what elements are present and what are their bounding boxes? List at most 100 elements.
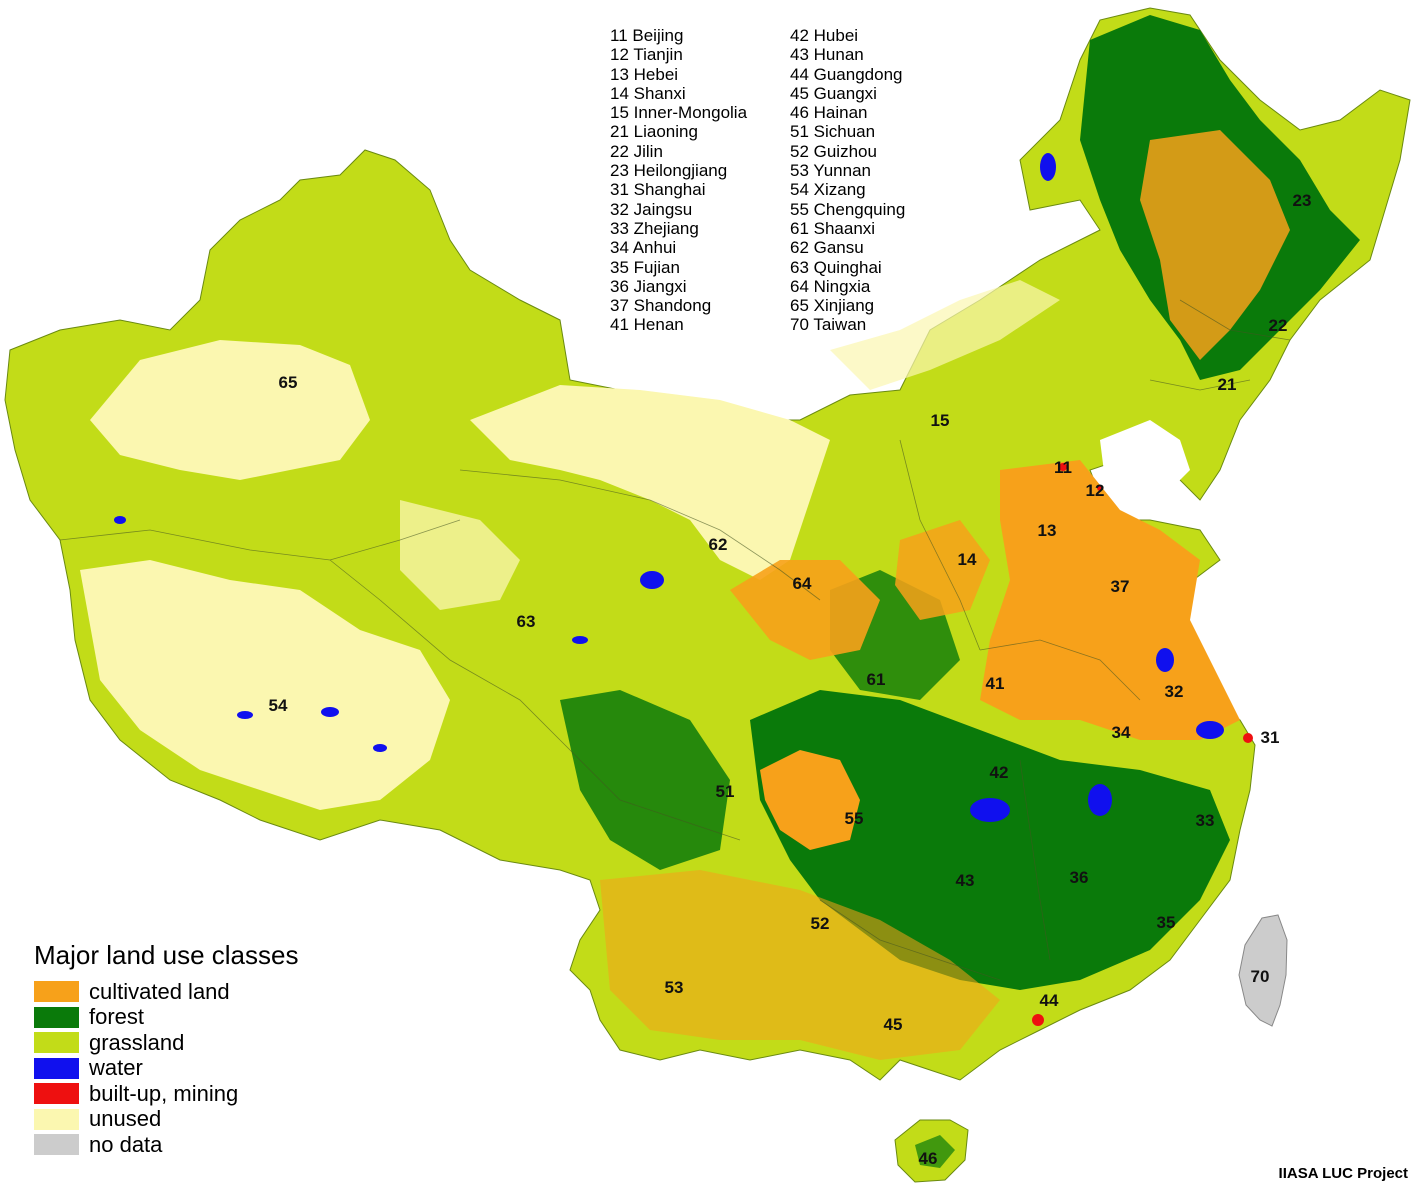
map-label-41: 41 xyxy=(986,674,1005,693)
legend: Major land use classes cultivated land f… xyxy=(34,940,298,1158)
loess-cultivated xyxy=(730,560,880,660)
boundary-hunan-jiangxi xyxy=(1019,759,1051,961)
map-label-35: 35 xyxy=(1157,913,1176,932)
map-label-12: 12 xyxy=(1086,481,1105,500)
map-label-37: 37 xyxy=(1111,577,1130,596)
province-list-item: 41 Henan xyxy=(610,315,684,335)
shanxi-cultivated xyxy=(895,520,990,620)
map-label-15: 15 xyxy=(931,411,950,430)
legend-label: unused xyxy=(89,1106,162,1132)
legend-label: grassland xyxy=(89,1029,185,1055)
sichuan-basin-cultivated xyxy=(760,750,860,850)
map-label-21: 21 xyxy=(1218,375,1237,394)
province-list-column-2: 42 Hubei 43 Hunan 44 Guangdong 45 Guangx… xyxy=(790,26,905,335)
map-label-52: 52 xyxy=(811,914,830,933)
map-label-14: 14 xyxy=(958,550,977,569)
map-label-54: 54 xyxy=(269,696,288,715)
province-list-item: 43 Hunan xyxy=(790,45,864,65)
map-label-32: 32 xyxy=(1165,682,1184,701)
province-list-item: 51 Sichuan xyxy=(790,122,876,142)
province-list-item: 64 Ningxia xyxy=(790,276,871,296)
province-boundaries xyxy=(59,299,1291,981)
qinghai-unused xyxy=(400,500,520,610)
tianjin-builtup xyxy=(1097,485,1103,491)
map-label-61: 61 xyxy=(867,670,886,689)
legend-item-builtup: built-up, mining xyxy=(34,1081,298,1107)
province-list-item: 62 Gansu xyxy=(790,238,864,258)
poyang-lake xyxy=(1088,784,1112,816)
province-list-item: 34 Anhui xyxy=(610,238,677,258)
southwest-forest xyxy=(560,690,730,870)
xizang-lake-1 xyxy=(237,711,253,719)
province-list-item: 37 Shandong xyxy=(610,296,712,316)
province-list-item: 70 Taiwan xyxy=(790,315,867,335)
boundary-gansu xyxy=(459,469,821,601)
province-list-item: 54 Xizang xyxy=(790,180,866,200)
qinghai-lake xyxy=(640,571,664,589)
hulun-lake xyxy=(1040,153,1056,181)
map-label-64: 64 xyxy=(793,574,812,593)
map-label-45: 45 xyxy=(884,1015,903,1034)
boundary-xinjiang-xizang xyxy=(59,519,461,561)
province-list-column-1: 11 Beijing 12 Tianjin 13 Hebei 14 Shanxi… xyxy=(610,26,747,335)
boundary-henan xyxy=(979,639,1141,701)
legend-label: built-up, mining xyxy=(89,1080,239,1106)
legend-label: no data xyxy=(89,1131,163,1157)
map-label-23: 23 xyxy=(1293,191,1312,210)
map-label-63: 63 xyxy=(517,612,536,631)
map-label-44: 44 xyxy=(1040,991,1059,1010)
province-list-item: 45 Guangxi xyxy=(790,83,877,103)
legend-item-water: water xyxy=(34,1055,298,1082)
legend-swatch xyxy=(34,1083,79,1105)
province-list-item: 14 Shanxi xyxy=(610,83,686,103)
province-list-item: 33 Zhejiang xyxy=(610,218,699,238)
taihu-lake xyxy=(1196,721,1224,739)
province-list-item: 46 Hainan xyxy=(790,103,868,123)
legend-swatch xyxy=(34,1134,79,1156)
legend-item-unused: unused xyxy=(34,1106,298,1133)
map-label-62: 62 xyxy=(709,535,728,554)
hainan-forest xyxy=(915,1135,955,1168)
guangzhou-builtup xyxy=(1032,1014,1044,1026)
legend-swatch xyxy=(34,1057,79,1079)
map-label-46: 46 xyxy=(919,1149,938,1168)
taiwan-island xyxy=(1238,914,1288,1027)
qinghai-lake-2 xyxy=(572,636,588,644)
legend-item-no-data: no data xyxy=(34,1132,298,1158)
legend-label: water xyxy=(89,1055,143,1081)
province-list-item: 15 Inner-Mongolia xyxy=(610,103,748,123)
boundary-qinghai-xizang xyxy=(329,559,561,741)
province-list-item: 36 Jiangxi xyxy=(610,276,687,296)
legend-swatch xyxy=(34,1108,79,1130)
shanghai-builtup xyxy=(1243,733,1253,743)
legend-swatch xyxy=(34,1006,79,1028)
legend-item-cultivated: cultivated land xyxy=(34,979,298,1005)
province-list-item: 22 Jilin xyxy=(610,141,663,161)
province-list-item: 53 Yunnan xyxy=(790,161,871,181)
province-list-item: 35 Fujian xyxy=(610,257,680,277)
map-label-31: 31 xyxy=(1261,728,1280,747)
map-label-13: 13 xyxy=(1038,521,1057,540)
map-label-11: 11 xyxy=(1054,458,1072,477)
northeast-cultivated xyxy=(1140,130,1290,360)
legend-swatch xyxy=(34,1032,79,1054)
map-label-36: 36 xyxy=(1070,868,1089,887)
map-label-43: 43 xyxy=(956,871,975,890)
boundary-jilin xyxy=(1179,299,1291,341)
credit-text: IIASA LUC Project xyxy=(1278,1165,1408,1182)
south-forest xyxy=(750,690,1230,990)
province-list-item: 55 Chengquing xyxy=(790,199,906,219)
province-list-item: 21 Liaoning xyxy=(610,122,698,142)
province-list-item: 61 Shaanxi xyxy=(790,218,876,238)
gobi-unused xyxy=(470,385,830,580)
map-label-70: 70 xyxy=(1251,967,1270,986)
province-list-item: 65 Xinjiang xyxy=(790,296,875,316)
xinjiang-lake xyxy=(114,516,126,524)
province-list-item: 23 Heilongjiang xyxy=(610,161,728,181)
dongting-lake xyxy=(970,798,1010,822)
map-label-42: 42 xyxy=(990,763,1009,782)
hongze-lake xyxy=(1156,648,1174,672)
province-list-item: 42 Hubei xyxy=(790,26,859,45)
province-list-item: 12 Tianjin xyxy=(610,45,683,65)
